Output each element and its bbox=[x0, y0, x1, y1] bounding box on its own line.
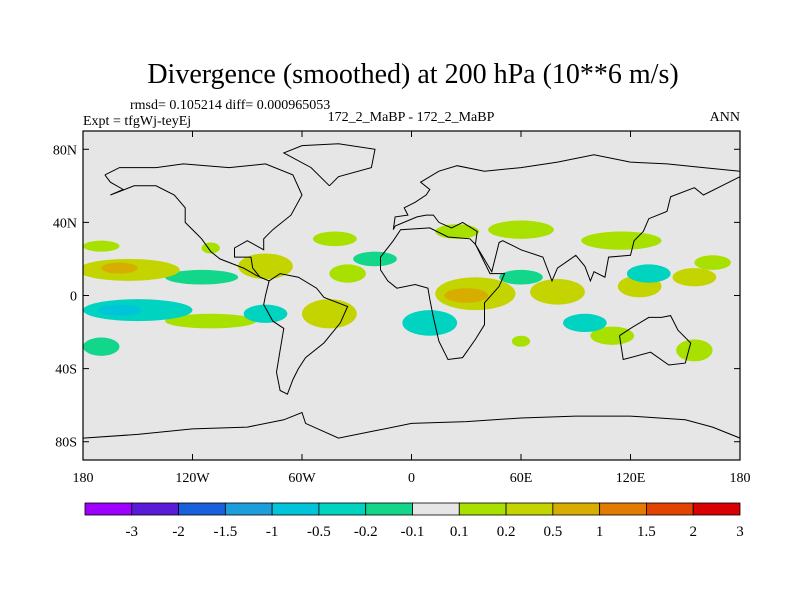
colorbar-label: 2 bbox=[689, 524, 697, 540]
colorbar-swatch bbox=[318, 502, 367, 516]
antarctica-coastline bbox=[83, 411, 740, 439]
colorbar-label: -3 bbox=[126, 524, 139, 540]
colorbar-swatch bbox=[692, 502, 741, 516]
colorbar-label: -2 bbox=[172, 524, 185, 540]
colorbar-swatch bbox=[178, 502, 226, 516]
x-tick-label: 0 bbox=[408, 471, 415, 486]
colorbar-swatch bbox=[412, 502, 460, 516]
region-pos-east-asia bbox=[581, 231, 662, 250]
colorbar-swatch bbox=[505, 502, 554, 516]
stats-label: rmsd= 0.105214 diff= 0.000965053 bbox=[130, 98, 330, 113]
region-pos-indian-ocean bbox=[530, 279, 585, 305]
colorbar-label: 1 bbox=[596, 524, 604, 540]
region-neg-mid-pacific-n bbox=[165, 269, 239, 285]
region-neg-south-atlantic bbox=[402, 310, 458, 336]
colorbar-label: 0.1 bbox=[450, 524, 469, 540]
region-pos-tropical-atlantic bbox=[329, 264, 366, 283]
colorbar-swatch bbox=[599, 502, 647, 516]
region-pos-north-pacific-a bbox=[83, 240, 120, 252]
region-pos-africa-core bbox=[444, 288, 489, 303]
region-neg-north-atlantic bbox=[353, 251, 397, 267]
colorbar-label: 1.5 bbox=[637, 524, 656, 540]
x-tick-label: 180 bbox=[73, 471, 94, 486]
colorbar-swatch bbox=[365, 502, 413, 516]
colorbar-label: 0.2 bbox=[497, 524, 516, 540]
colorbar-label: -0.5 bbox=[307, 524, 331, 540]
greenland-coastline bbox=[282, 143, 376, 187]
colorbar-label: 3 bbox=[736, 524, 744, 540]
australia-coastline bbox=[619, 315, 692, 366]
region-neg-west-pacific bbox=[626, 264, 671, 283]
region-pos-south-pacific-east bbox=[676, 339, 713, 362]
colorbar-label: -0.2 bbox=[354, 524, 378, 540]
x-tick-label: 60W bbox=[288, 471, 316, 486]
region-neg-indian-s bbox=[562, 313, 607, 333]
y-tick-label: 80S bbox=[55, 436, 77, 451]
experiment-label: Expt = tfgWj-teyEj bbox=[83, 114, 191, 129]
region-pos-central-asia bbox=[488, 220, 554, 239]
region-pos-brazil bbox=[302, 299, 357, 329]
y-tick-label: 40N bbox=[53, 216, 77, 231]
colorbar-swatch bbox=[224, 502, 273, 516]
x-tick-label: 60E bbox=[510, 471, 533, 486]
colorbar-swatch bbox=[84, 502, 133, 516]
africa-coastline bbox=[380, 227, 506, 361]
colorbar-swatch bbox=[458, 502, 507, 516]
colorbar-swatch bbox=[131, 502, 179, 516]
region-pos-east-pacific-n-core bbox=[101, 262, 138, 274]
region-pos-south-africa bbox=[511, 335, 531, 347]
north-america-coastline bbox=[104, 163, 303, 282]
eurasia-coastline bbox=[392, 154, 740, 283]
region-pos-australia bbox=[590, 326, 635, 345]
region-neg-south-pacific-w bbox=[83, 337, 120, 356]
region-neg-south-america-w bbox=[243, 304, 288, 323]
region-neg-east-pacific-s-core bbox=[97, 304, 142, 316]
region-pos-south-pacific bbox=[165, 313, 257, 329]
region-pos-maritime bbox=[672, 268, 717, 287]
region-pos-europe bbox=[435, 224, 480, 239]
y-tick-label: 0 bbox=[70, 290, 77, 305]
colorbar-swatch bbox=[271, 502, 320, 516]
colorbar-swatch bbox=[646, 502, 694, 516]
case-label: 172_2_MaBP - 172_2_MaBP bbox=[328, 110, 495, 125]
season-label: ANN bbox=[710, 110, 740, 125]
x-tick-label: 120W bbox=[175, 471, 210, 486]
region-neg-africa-n bbox=[499, 269, 543, 285]
y-tick-label: 40S bbox=[55, 363, 77, 378]
y-tick-label: 80N bbox=[53, 143, 77, 158]
colorbar-label: -1.5 bbox=[213, 524, 237, 540]
x-tick-label: 180 bbox=[730, 471, 751, 486]
region-pos-north-atlantic bbox=[312, 231, 357, 247]
south-america-coastline bbox=[263, 273, 349, 395]
colorbar-label: -1 bbox=[266, 524, 279, 540]
colorbar-label: -0.1 bbox=[401, 524, 425, 540]
colorbar-swatch bbox=[552, 502, 601, 516]
region-pos-far-east bbox=[694, 255, 731, 270]
x-tick-label: 120E bbox=[616, 471, 646, 486]
colorbar-label: 0.5 bbox=[543, 524, 562, 540]
chart-title: Divergence (smoothed) at 200 hPa (10**6 … bbox=[147, 59, 678, 90]
